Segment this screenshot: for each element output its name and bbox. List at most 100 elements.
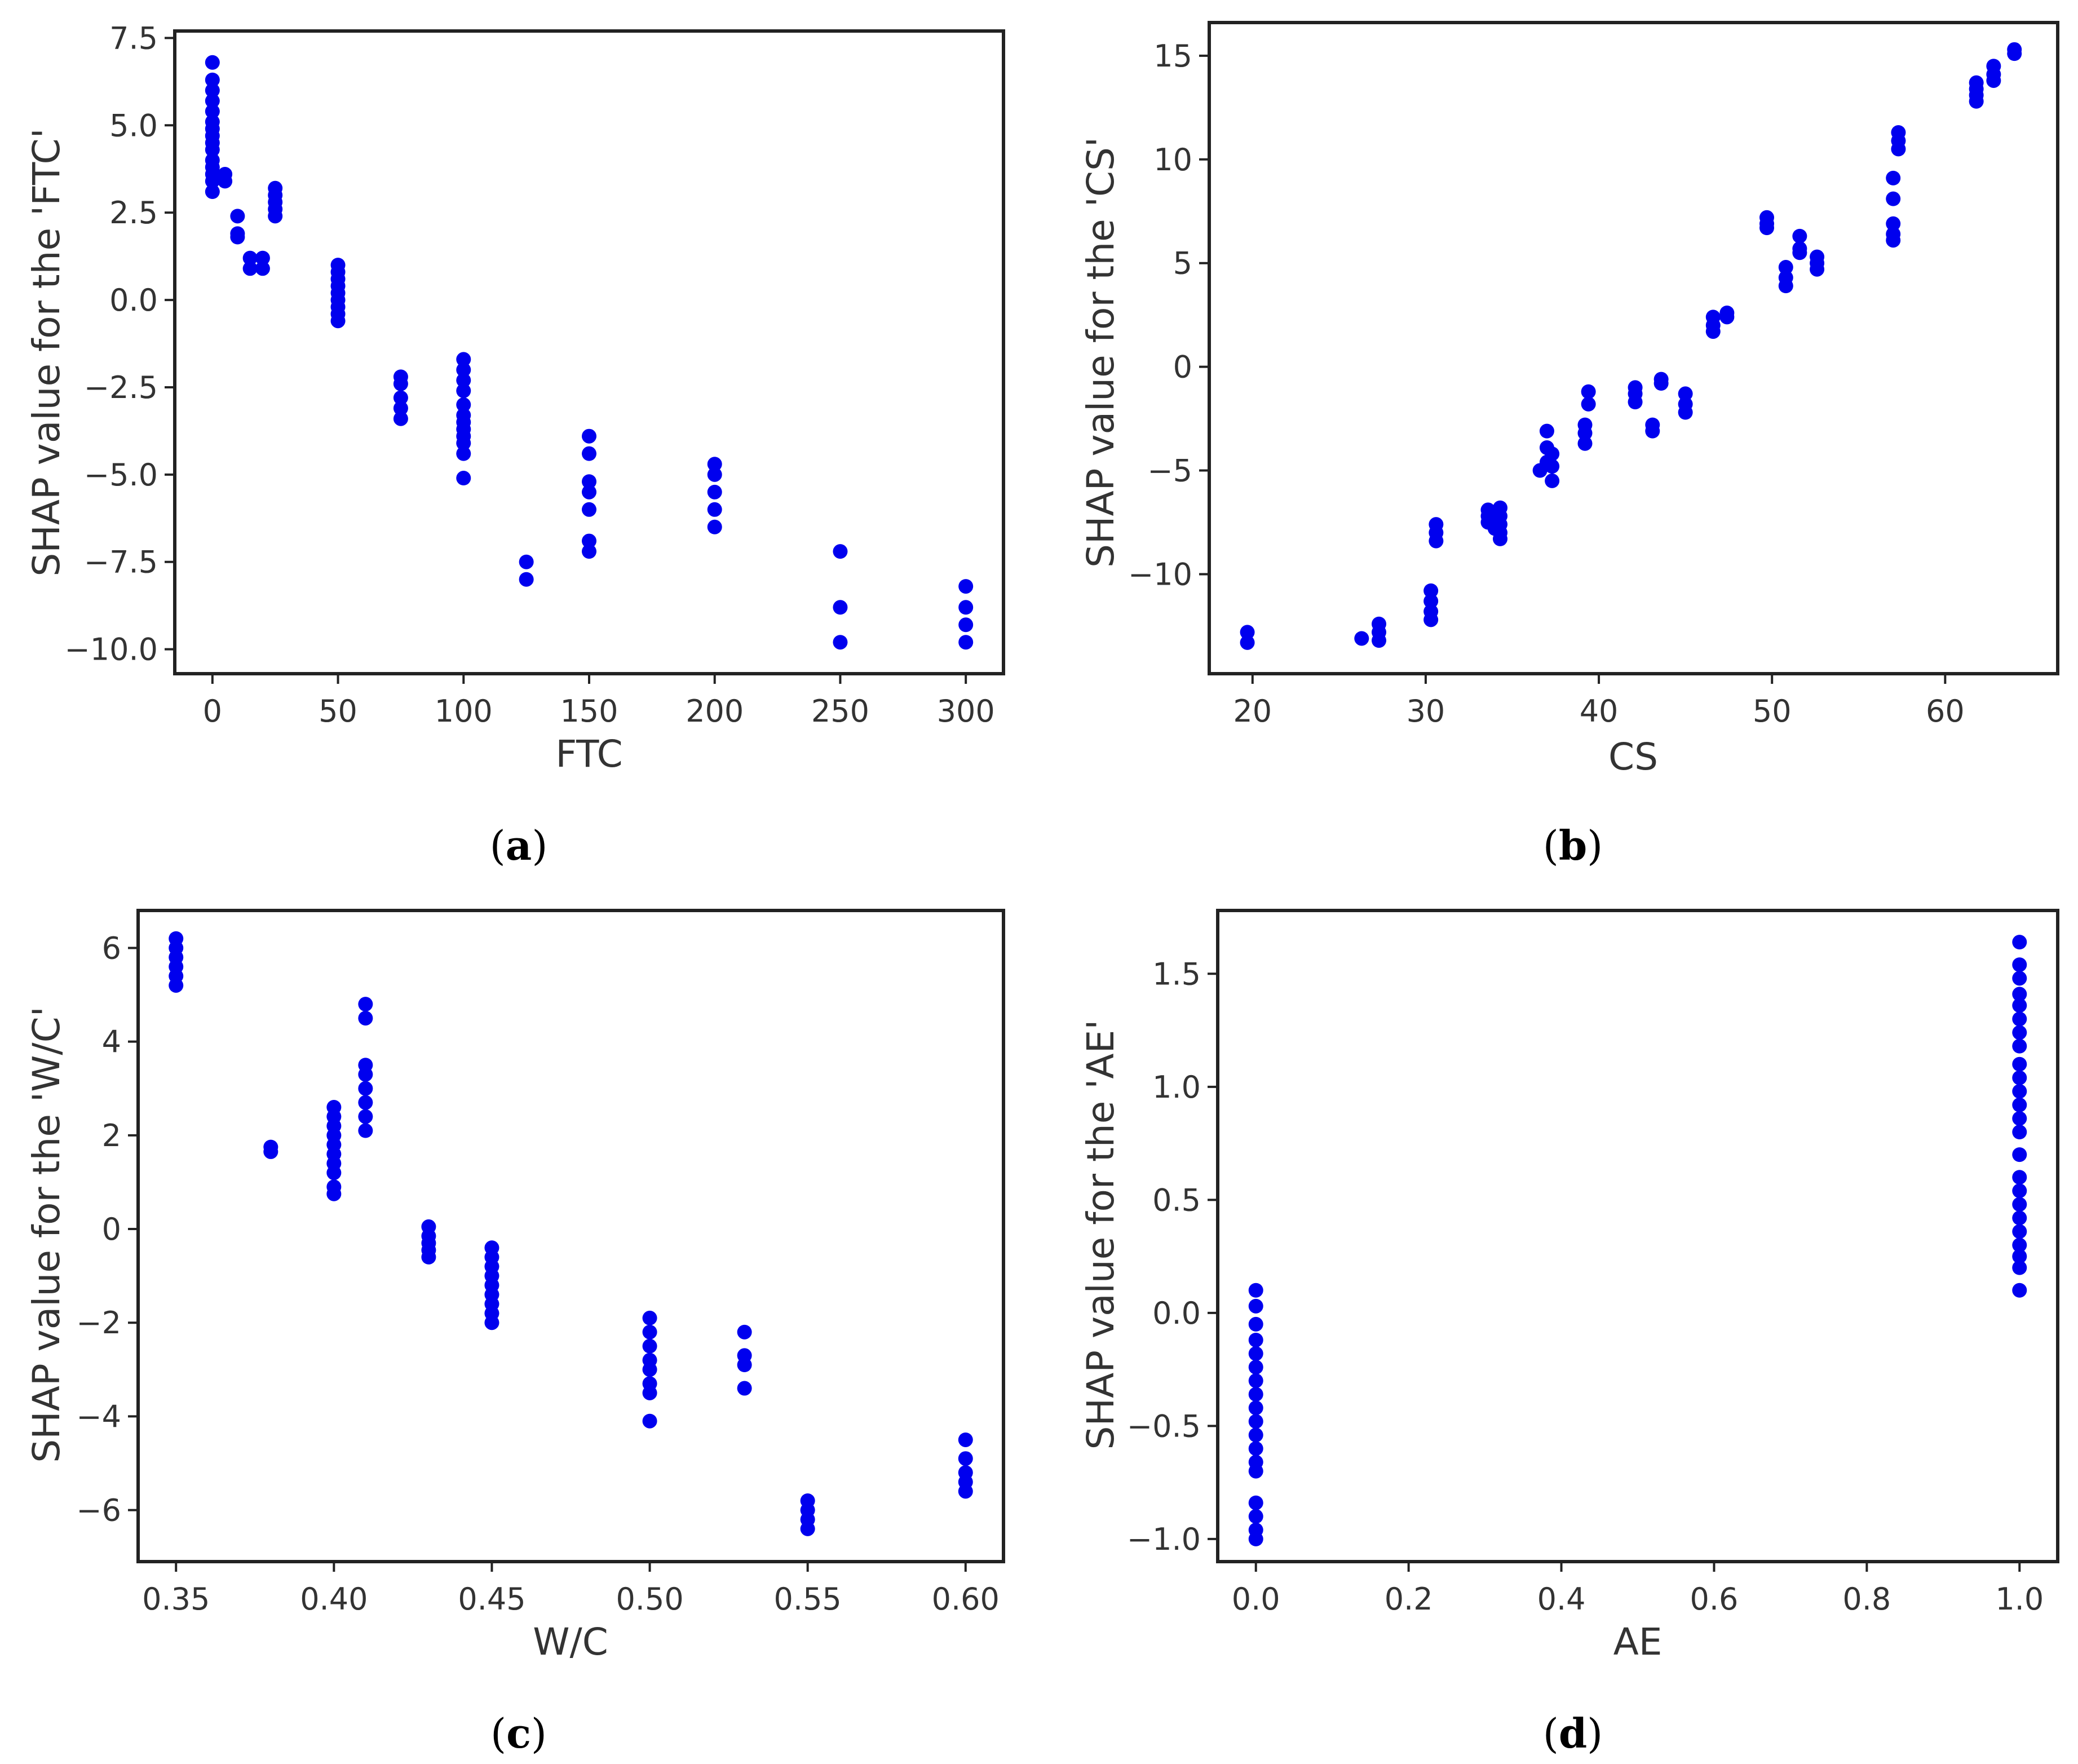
data-point-b-31 <box>1577 426 1593 441</box>
data-point-d-22 <box>2012 998 2027 1013</box>
data-point-c-60 <box>958 1484 973 1499</box>
data-point-b-9 <box>1423 612 1439 627</box>
y-tick-label-b-2: 0 <box>1173 350 1192 385</box>
x-tick-label-c-0: 0.35 <box>142 1581 210 1617</box>
data-point-b-27 <box>1545 446 1560 462</box>
data-point-a-71 <box>833 635 848 650</box>
data-point-a-37 <box>330 313 346 329</box>
data-point-c-24 <box>358 1109 373 1124</box>
plot-frame-d <box>1216 909 2059 1563</box>
panel-d: 0.0 0.2 0.4 0.6 0.8 1.0 −1.0−0.50.00.51.01.5 … <box>1079 909 2059 1757</box>
y-tick-label-a-4: 0.0 <box>109 282 158 318</box>
data-point-c-19 <box>358 1011 373 1026</box>
x-tick-label-a-4: 200 <box>686 693 744 729</box>
data-point-c-15 <box>326 1165 342 1181</box>
data-point-a-14 <box>205 184 220 199</box>
data-point-d-33 <box>2012 1170 2027 1185</box>
x-tick-label-b-4: 60 <box>1926 693 1965 729</box>
data-point-b-22 <box>1493 531 1507 546</box>
data-point-d-27 <box>2012 1070 2027 1085</box>
data-point-c-7 <box>263 1144 278 1159</box>
data-point-c-18 <box>358 997 373 1012</box>
data-point-c-39 <box>484 1315 499 1330</box>
panel-caption-d: (d) <box>1543 1709 1603 1757</box>
x-tick-label-b-3: 50 <box>1753 693 1792 729</box>
data-point-d-34 <box>2012 1183 2027 1199</box>
data-point-a-42 <box>393 411 408 426</box>
data-point-b-12 <box>1429 533 1444 549</box>
data-point-a-21 <box>242 261 258 276</box>
data-point-d-39 <box>2012 1249 2027 1264</box>
y-tick-label-b-3: 5 <box>1173 246 1192 281</box>
data-point-b-78 <box>2007 46 2022 61</box>
data-point-a-59 <box>582 474 596 489</box>
data-point-b-37 <box>1628 395 1643 410</box>
data-point-a-73 <box>958 600 974 615</box>
data-point-a-67 <box>707 502 722 517</box>
x-tick-label-a-5: 250 <box>811 693 869 729</box>
data-point-d-32 <box>2012 1147 2027 1162</box>
panel-caption-b: (b) <box>1543 821 1603 869</box>
panel-b: 20 30 40 50 60 −10 −5 0 5 10 15 CS SHAP value for… <box>1079 21 2059 869</box>
data-point-d-18 <box>2012 935 2027 950</box>
data-point-a-20 <box>242 250 258 266</box>
data-point-c-41 <box>642 1324 657 1339</box>
x-tick-label-c-1: 0.40 <box>300 1581 368 1617</box>
x-tick-label-c-3: 0.50 <box>616 1581 683 1617</box>
data-point-b-64 <box>1886 216 1901 231</box>
data-point-a-0 <box>205 55 220 70</box>
data-point-d-23 <box>2012 1011 2027 1027</box>
x-tick-label-a-3: 150 <box>560 693 618 729</box>
data-point-b-41 <box>1653 376 1669 391</box>
data-point-c-17 <box>326 1186 342 1201</box>
data-point-d-8 <box>1248 1400 1263 1416</box>
data-point-a-28 <box>268 209 283 224</box>
panel-caption-a: (a) <box>490 821 548 869</box>
x-tick-label-c-2: 0.45 <box>458 1581 525 1617</box>
data-point-b-76 <box>1986 73 2001 88</box>
x-tick-label-d-5: 1.0 <box>1995 1581 2044 1617</box>
data-point-c-47 <box>642 1413 657 1429</box>
data-point-a-69 <box>833 544 848 559</box>
data-point-a-16 <box>218 174 233 189</box>
x-ticks-d: 0.0 0.2 0.4 0.6 0.8 1.0 <box>1232 1562 2044 1617</box>
data-point-b-0 <box>1240 625 1255 640</box>
data-point-a-56 <box>519 572 534 587</box>
data-point-c-50 <box>737 1358 752 1373</box>
data-point-a-47 <box>456 397 471 412</box>
plot-frame-b <box>1208 21 2059 675</box>
y-axis-label-a: SHAP value for the 'FTC' <box>25 128 68 576</box>
data-point-d-19 <box>2012 957 2027 972</box>
data-point-c-40 <box>642 1310 657 1325</box>
data-point-b-42 <box>1678 386 1693 401</box>
data-point-c-55 <box>800 1521 815 1536</box>
data-point-a-4 <box>205 104 220 119</box>
data-point-d-30 <box>2012 1111 2027 1126</box>
data-point-d-2 <box>1248 1316 1263 1332</box>
data-point-b-52 <box>1759 220 1774 236</box>
data-point-a-57 <box>582 428 596 444</box>
x-axis-label-c: W/C <box>533 1620 608 1664</box>
data-point-b-29 <box>1545 473 1560 488</box>
data-point-a-75 <box>958 635 974 650</box>
data-point-b-5 <box>1372 633 1386 648</box>
data-point-d-24 <box>2012 1025 2027 1040</box>
y-tick-label-a-3: −2.5 <box>84 370 158 405</box>
data-point-d-10 <box>1248 1427 1263 1443</box>
data-point-b-49 <box>1719 310 1735 325</box>
panel-a: 0 50 100 150 200 250 300 −10.0 −7.5 −5.0 −2.5 0.0 2… <box>25 20 1005 869</box>
data-point-a-74 <box>958 617 974 633</box>
data-point-a-60 <box>582 484 596 499</box>
x-tick-label-a-2: 100 <box>435 693 493 729</box>
x-tick-label-c-4: 0.55 <box>774 1581 842 1617</box>
data-point-a-68 <box>707 519 722 534</box>
data-point-d-0 <box>1248 1283 1263 1298</box>
data-point-d-4 <box>1248 1346 1263 1361</box>
data-point-b-2 <box>1354 631 1369 646</box>
y-tick-label-a-0: −10.0 <box>65 632 158 667</box>
data-point-c-30 <box>421 1249 436 1265</box>
data-point-d-11 <box>1248 1441 1263 1456</box>
data-point-c-23 <box>358 1095 373 1110</box>
y-tick-label-a-6: 5.0 <box>109 108 158 143</box>
data-point-c-42 <box>642 1338 657 1354</box>
